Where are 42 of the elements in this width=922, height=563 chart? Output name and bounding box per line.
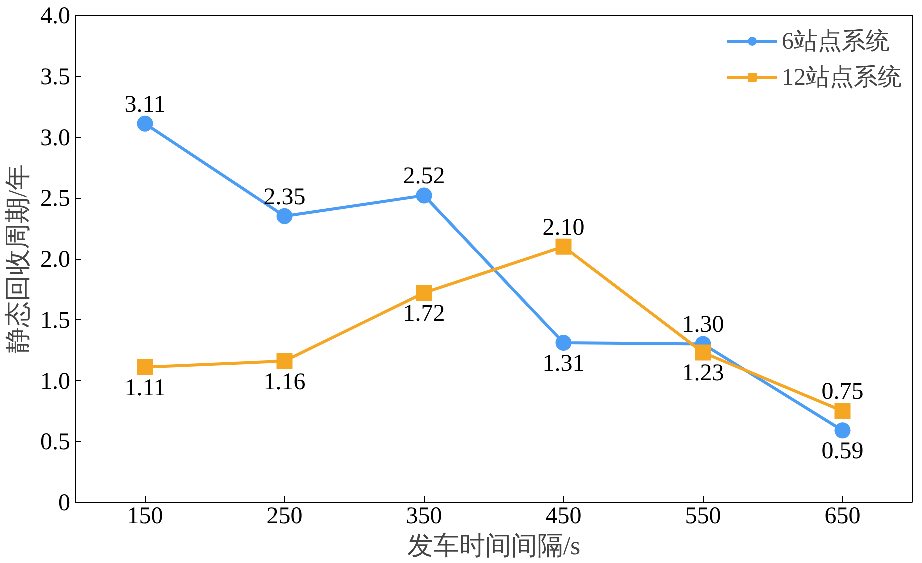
point [556, 238, 572, 255]
x-tick-label: 550 [685, 504, 722, 530]
point [834, 403, 851, 420]
data-label: 1.11 [124, 375, 166, 402]
data-label: 2.52 [403, 164, 446, 190]
data-label: 1.23 [682, 360, 724, 387]
data-label: 3.11 [124, 92, 166, 118]
data-label: 0.59 [822, 438, 864, 465]
x-tick-label: 450 [546, 504, 582, 530]
x-tick-label: 150 [127, 504, 164, 530]
point [137, 116, 154, 132]
y-tick-label: 0 [58, 490, 70, 516]
point [556, 335, 572, 351]
x-tick-label: 650 [824, 504, 861, 530]
point [416, 285, 432, 302]
y-axis-title: 静态回收周期/年 [4, 164, 32, 354]
x-tick-label: 250 [266, 504, 303, 530]
point [276, 208, 293, 224]
x-axis-title: 发车时间间隔/s [407, 532, 581, 560]
y-tick-label: 2.0 [40, 247, 70, 273]
y-tick-label: 3.5 [40, 64, 70, 90]
point [416, 188, 432, 204]
y-tick-label: 0.5 [40, 430, 70, 456]
y-tick-label: 1.5 [40, 308, 70, 334]
y-tick-label: 4.0 [40, 4, 70, 30]
x-tick-label: 350 [406, 504, 442, 530]
data-label: 0.75 [822, 379, 864, 406]
y-tick-label: 3.0 [40, 125, 70, 152]
data-label: 2.10 [542, 214, 585, 241]
data-label: 1.31 [542, 351, 585, 378]
point [834, 422, 851, 439]
data-label: 2.35 [264, 184, 306, 210]
legend-label: 12站点系统 [782, 64, 902, 93]
point [137, 359, 154, 376]
y-tick-label: 1.0 [40, 368, 70, 395]
point [695, 344, 712, 361]
point [276, 353, 293, 370]
data-label: 1.16 [264, 369, 306, 396]
data-label: 1.72 [403, 301, 446, 328]
legend-label: 6站点系统 [782, 28, 890, 57]
y-tick-label: 2.5 [40, 186, 70, 212]
data-label: 1.30 [682, 312, 724, 338]
